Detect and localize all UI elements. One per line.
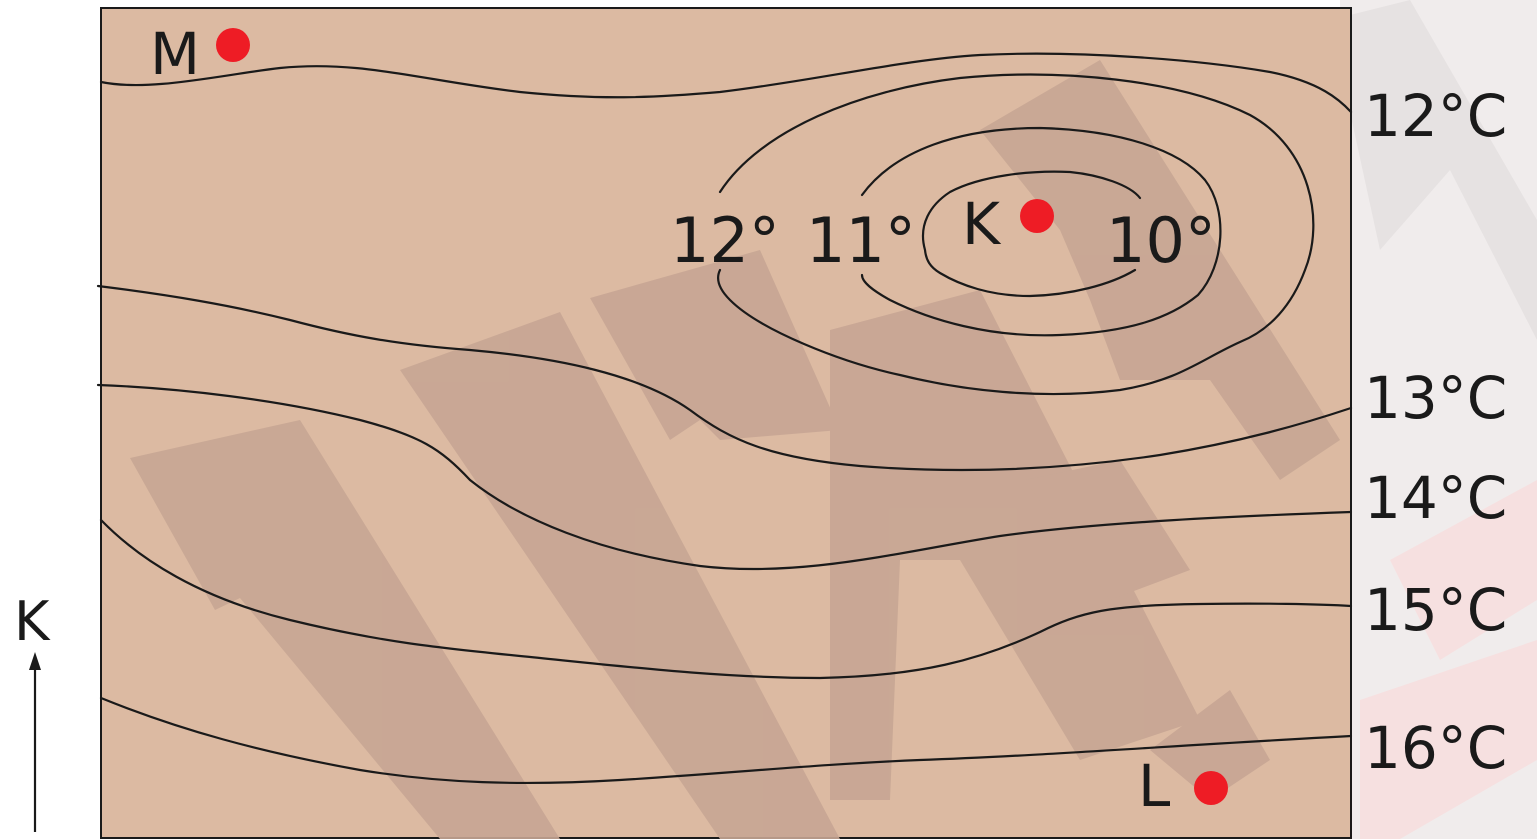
isotherm-11-inner-label: 11° bbox=[806, 204, 916, 277]
isotherm-10-closed bbox=[921, 170, 1142, 298]
isotherm-14-edge-label: 14°C bbox=[1364, 464, 1507, 532]
isotherm-16-edge-label: 16°C bbox=[1364, 714, 1507, 782]
isotherm-10-inner-label: 10° bbox=[1106, 204, 1216, 277]
map-points bbox=[216, 28, 1228, 805]
isotherm-lines bbox=[96, 52, 1353, 785]
point-m-marker bbox=[216, 28, 250, 62]
point-l-marker bbox=[1194, 771, 1228, 805]
isotherm-14 bbox=[96, 383, 1353, 571]
isotherm-12-inner-label: 12° bbox=[670, 204, 780, 277]
isotherm-12-top bbox=[99, 52, 1353, 114]
isotherm-15-edge-label: 15°C bbox=[1364, 576, 1507, 644]
isotherm-12-edge-label: 12°C bbox=[1364, 82, 1507, 150]
watermark-band bbox=[1330, 0, 1537, 839]
point-l-label: L bbox=[1138, 752, 1170, 820]
isotherm-13-edge-label: 13°C bbox=[1364, 364, 1507, 432]
isotherm-13 bbox=[96, 284, 1353, 472]
isotherm-15 bbox=[99, 518, 1353, 680]
watermark-logo bbox=[130, 60, 1340, 839]
north-arrow-icon bbox=[29, 652, 41, 832]
point-k-label: K bbox=[962, 190, 1002, 258]
isotherm-11-closed bbox=[860, 126, 1222, 337]
point-m-label: M bbox=[150, 20, 200, 88]
north-arrow-label: K bbox=[14, 590, 51, 653]
point-k-marker bbox=[1020, 199, 1054, 233]
isotherm-16 bbox=[99, 696, 1353, 785]
isotherm-12-closed bbox=[717, 73, 1315, 396]
